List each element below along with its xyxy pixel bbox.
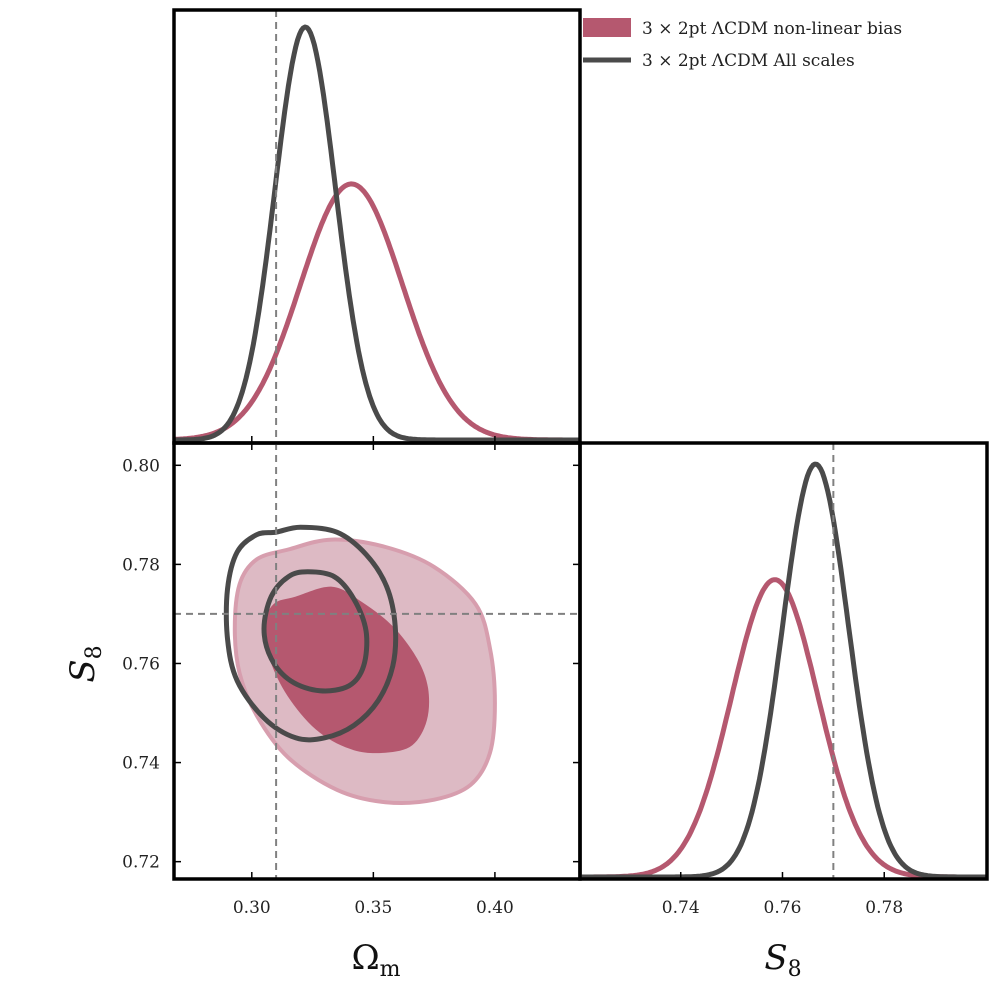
omega-m-marginal-all-scales — [173, 24, 581, 443]
x-axis-label-omega-m: Ωm — [351, 938, 400, 982]
y-axis-label-s8-main: S — [63, 659, 103, 682]
omega-m-1d-panel — [172, 8, 582, 445]
x-tick-label-0.40: 0.40 — [476, 898, 514, 918]
y-tick-label-0.74: 0.74 — [122, 754, 160, 774]
svg-text:S8: S8 — [764, 938, 801, 982]
legend-label-nonlinear-bias: 3 × 2pt ΛCDM non-linear bias — [642, 19, 902, 39]
x-tick-label-0.35: 0.35 — [354, 898, 392, 918]
y-axis-label-s8: S8 — [63, 645, 107, 682]
s8-x-tick-label-0.78: 0.78 — [865, 898, 903, 918]
x-tick-label-0.30: 0.30 — [233, 898, 271, 918]
s8-marginal-all-scales — [579, 461, 988, 880]
x-axis-label-s8: S8 — [764, 938, 801, 982]
omega-m-marginal-nonlinear-bias — [173, 181, 581, 443]
y-tick-label-0.72: 0.72 — [122, 853, 160, 873]
x-axis-label-s8-main: S — [764, 938, 787, 978]
s8-x-tick-label-0.74: 0.74 — [662, 898, 700, 918]
legend: 3 × 2pt ΛCDM non-linear bias 3 × 2pt ΛCD… — [583, 18, 902, 71]
contour-2d-panel: 0.30 0.35 0.40 0.72 0.74 0.76 0.78 0.80 — [122, 441, 582, 918]
s8-1d-frame — [578, 441, 989, 881]
y-tick-label-0.76: 0.76 — [122, 654, 160, 674]
legend-swatch-nonlinear-bias — [583, 18, 631, 37]
contour-all-scales-95 — [223, 524, 399, 743]
contour-nonlinear-bias-68 — [263, 586, 430, 754]
s8-1d-panel: 0.74 0.76 0.78 — [578, 441, 989, 918]
contour-all-scales-68 — [261, 569, 370, 694]
x-axis-label-s8-sub: 8 — [788, 957, 802, 982]
svg-text:S8: S8 — [63, 645, 107, 682]
y-axis-label-s8-sub: 8 — [82, 645, 107, 659]
x-axis-label-omega-m-main: Ω — [351, 938, 379, 978]
svg-text:Ωm: Ωm — [351, 938, 400, 982]
s8-x-tick-label-0.76: 0.76 — [764, 898, 802, 918]
omega-m-1d-frame — [172, 8, 582, 445]
x-axis-label-omega-m-sub: m — [380, 957, 401, 982]
y-tick-label-0.80: 0.80 — [122, 456, 160, 476]
y-tick-label-0.78: 0.78 — [122, 555, 160, 575]
legend-label-all-scales: 3 × 2pt ΛCDM All scales — [642, 51, 855, 71]
